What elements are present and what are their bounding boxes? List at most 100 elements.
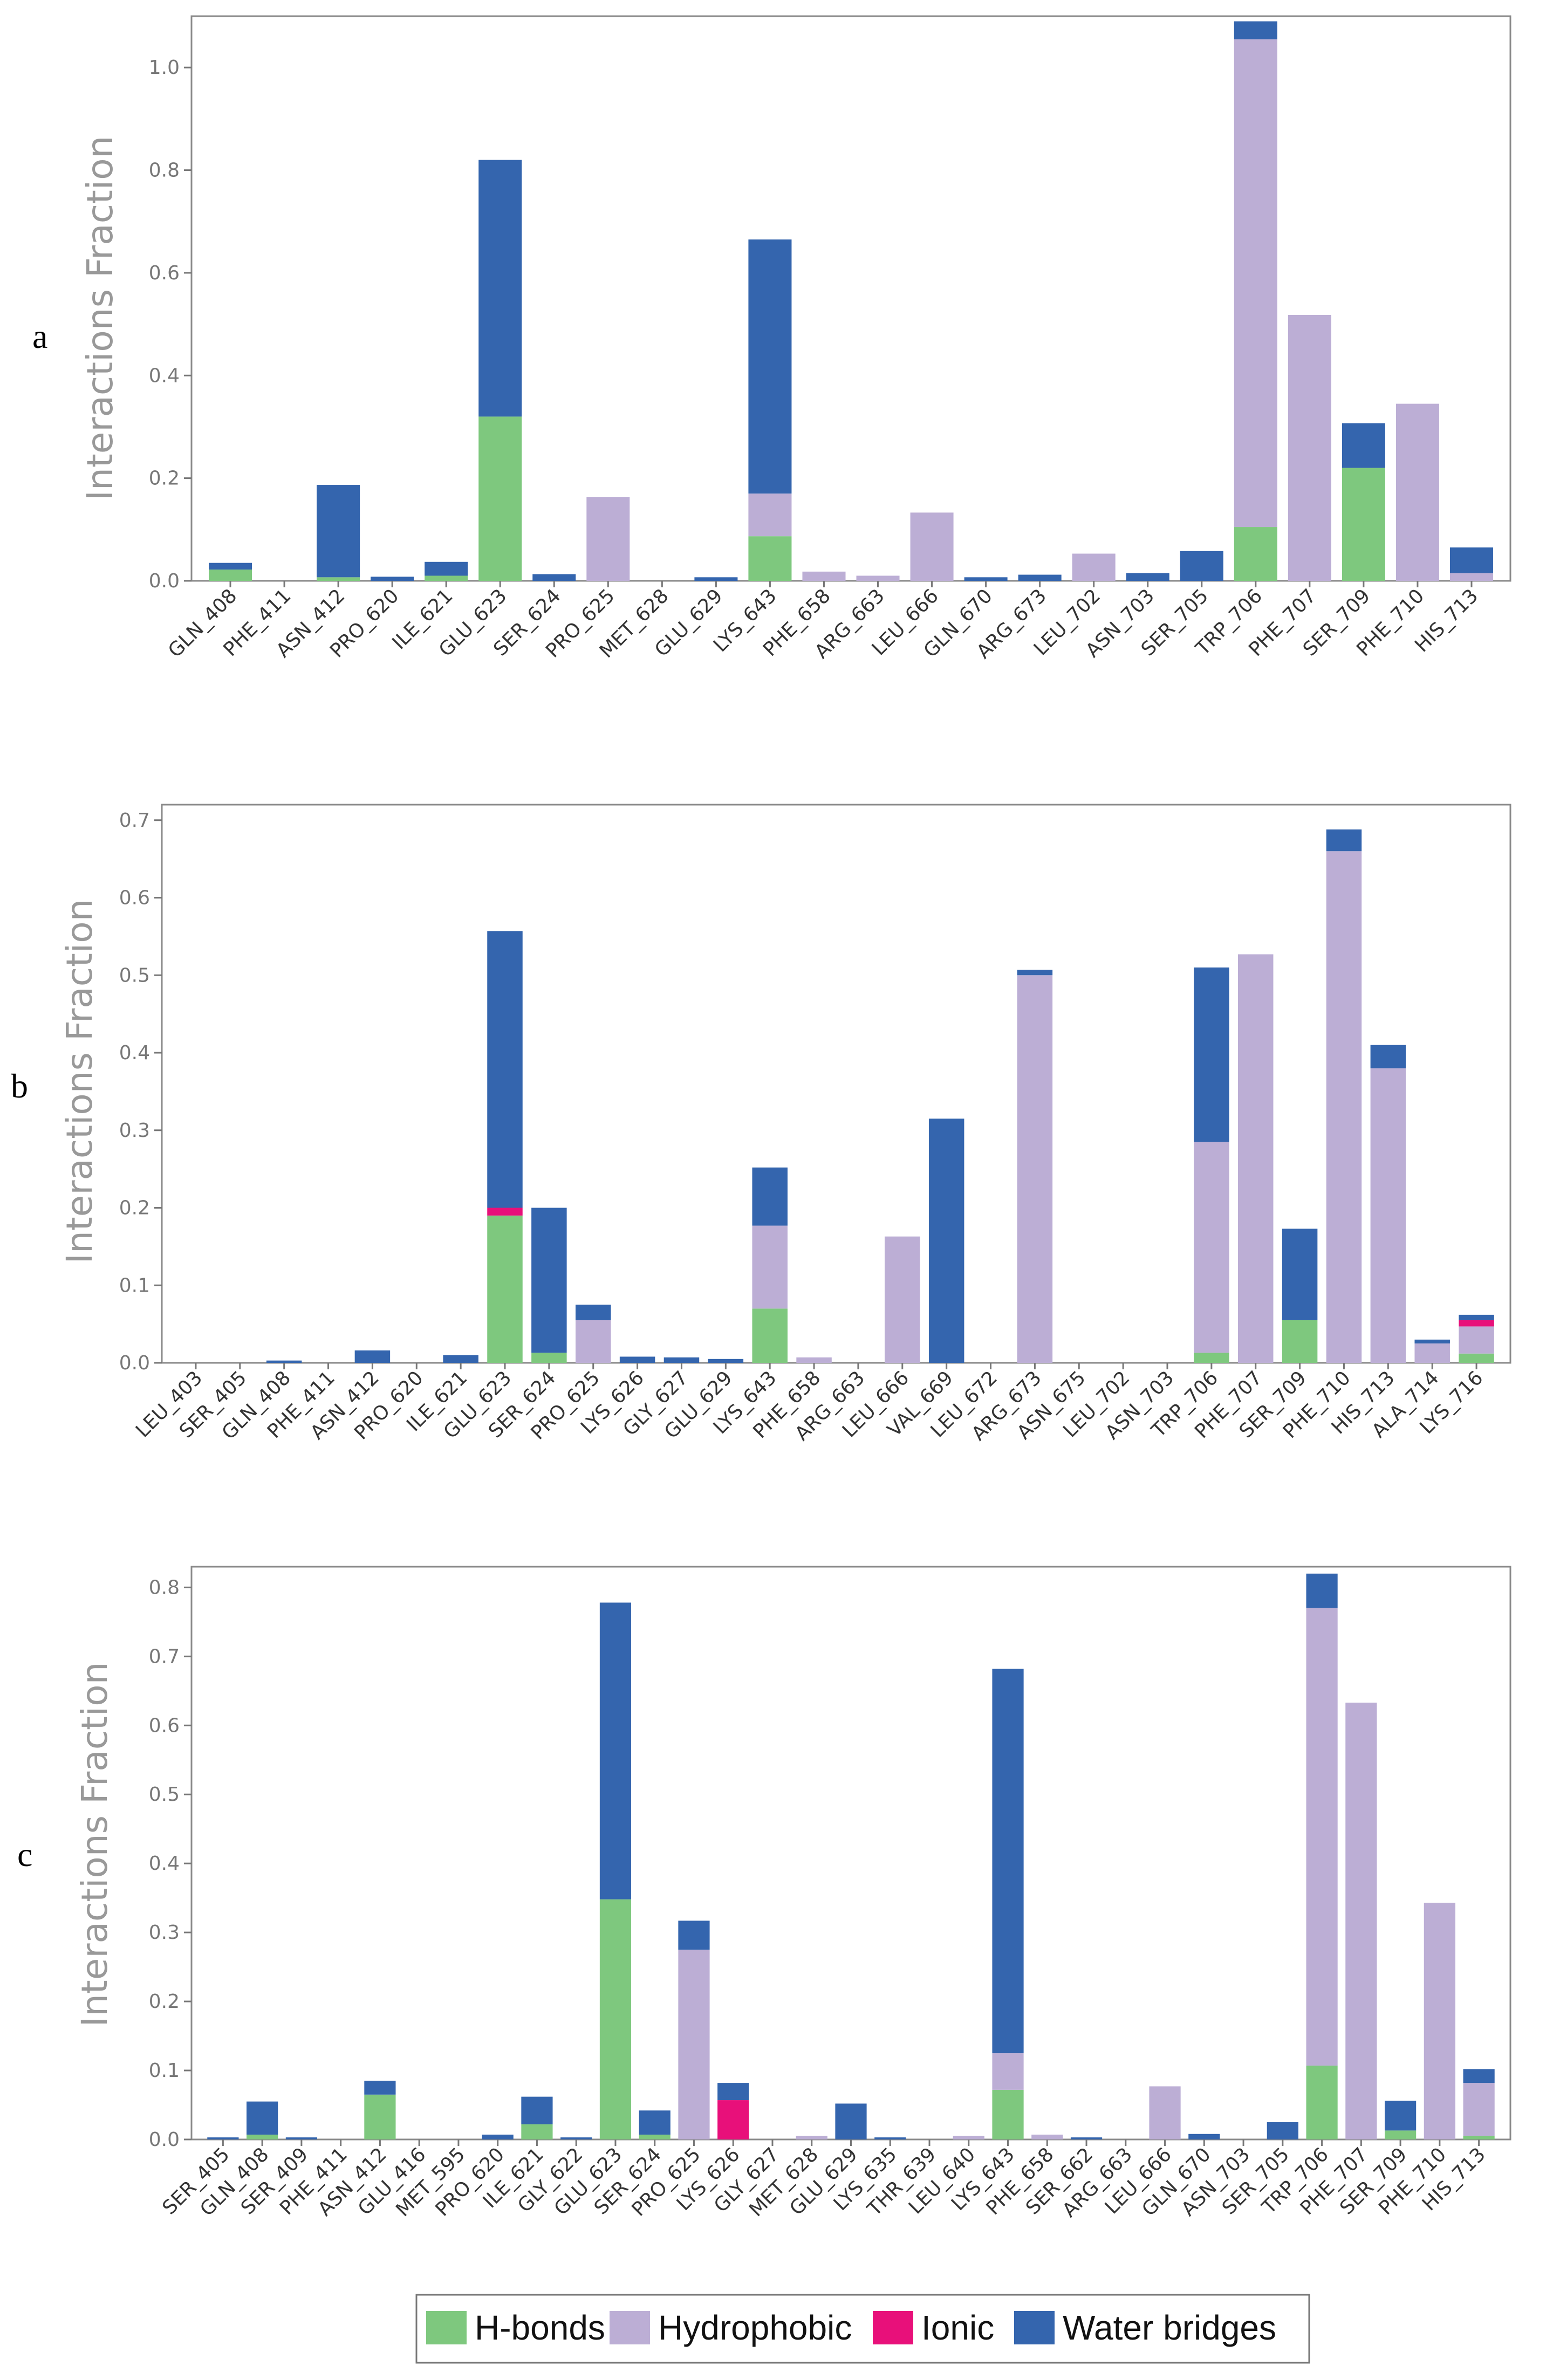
bar-segment-water-glu_629 xyxy=(694,577,738,581)
bar-segment-hbonds-glu_623 xyxy=(487,1215,523,1363)
panel-letter-c: c xyxy=(17,1835,32,1874)
legend-label-hbonds: H-bonds xyxy=(475,2308,605,2347)
bar-segment-water-lys_626 xyxy=(717,2083,749,2101)
bar-segment-water-val_669 xyxy=(928,1119,964,1363)
bar-segment-water-lys_643 xyxy=(992,1669,1024,2054)
bar-segment-hydrophobic-his_713 xyxy=(1449,573,1493,581)
bar-segment-water-asn_412 xyxy=(364,2081,396,2095)
bar-segment-water-ser_705 xyxy=(1180,551,1223,581)
bar-segment-hbonds-trp_706 xyxy=(1234,527,1277,581)
bar-segment-water-trp_706 xyxy=(1306,1573,1338,1608)
bar-segment-hydrophobic-pro_625 xyxy=(575,1320,611,1363)
chart-panel-a: a Interactions Fraction 0.0 0.2 0.4 0.6 0.8 1… xyxy=(32,15,1511,663)
legend-swatch-ionic xyxy=(873,2311,913,2344)
legend: H-bonds Hydrophobic Ionic Water bridges xyxy=(415,2294,1310,2364)
bar-segment-water-gln_670 xyxy=(1188,2134,1220,2139)
bar-segment-hydrophobic-lys_643 xyxy=(748,493,792,537)
bar-segment-water-ser_709 xyxy=(1342,423,1385,468)
y-tick-label: 0.3 xyxy=(149,1922,180,1944)
y-tick-label: 0.1 xyxy=(149,2060,180,2082)
bar-segment-hydrophobic-arg_663 xyxy=(856,575,900,581)
legend-frame xyxy=(415,2294,1310,2364)
bar-segment-hbonds-lys_643 xyxy=(752,1308,788,1363)
bar-segment-hydrophobic-leu_666 xyxy=(910,512,954,581)
bar-segment-hbonds-ser_624 xyxy=(639,2135,671,2139)
bar-segment-hydrophobic-his_713 xyxy=(1463,2083,1495,2136)
bar-segment-water-ser_624 xyxy=(531,1208,567,1353)
bar-segment-water-his_713 xyxy=(1370,1045,1406,1068)
bar-segment-hydrophobic-phe_658 xyxy=(802,571,846,581)
bar-segment-hbonds-ser_624 xyxy=(531,1353,567,1363)
bar-segment-hbonds-asn_412 xyxy=(364,2094,396,2139)
bar-segment-water-glu_629 xyxy=(835,2103,867,2139)
bar-segment-hydrophobic-lys_643 xyxy=(992,2053,1024,2090)
bar-segment-ionic-glu_623 xyxy=(487,1208,523,1216)
bar-segment-water-pro_625 xyxy=(678,1921,710,1950)
bar-segment-water-glu_629 xyxy=(708,1359,744,1363)
y-tick-label: 0.2 xyxy=(119,1197,150,1219)
chart-panel-c: c Interactions Fraction 0.0 0.1 0.2 0.3 0.4 0… xyxy=(17,1566,1511,2222)
y-axis-label-c: Interactions Fraction xyxy=(74,1662,115,2027)
bar-segment-hydrophobic-ala_714 xyxy=(1414,1343,1450,1363)
bar-segment-hydrophobic-phe_707 xyxy=(1288,314,1331,581)
y-tick-label: 0.5 xyxy=(119,964,150,986)
bar-segment-water-ile_621 xyxy=(443,1355,478,1363)
bar-segment-water-glu_623 xyxy=(599,1602,632,1899)
bar-segment-water-ser_624 xyxy=(532,574,576,581)
bar-segment-hbonds-ser_709 xyxy=(1342,468,1385,581)
bar-segment-water-asn_412 xyxy=(317,485,360,578)
bar-segment-hydrophobic-phe_710 xyxy=(1424,1903,1455,2139)
bar-segment-water-gln_670 xyxy=(964,577,1008,581)
bar-segment-water-arg_673 xyxy=(1017,970,1053,976)
bar-segment-hbonds-his_713 xyxy=(1463,2136,1495,2139)
bar-segment-hydrophobic-phe_658 xyxy=(796,1357,832,1363)
bar-segment-hydrophobic-met_628 xyxy=(796,2136,827,2139)
bar-segment-hydrophobic-pro_625 xyxy=(586,497,630,581)
y-tick-label: 0.3 xyxy=(119,1120,150,1142)
panel-letter-a: a xyxy=(32,317,47,355)
bar-segment-hbonds-trp_706 xyxy=(1306,2066,1338,2139)
bar-segment-water-gly_622 xyxy=(560,2137,592,2139)
bar-segment-water-pro_625 xyxy=(575,1305,611,1320)
bar-segment-water-ser_709 xyxy=(1385,2101,1417,2131)
panel-letter-b: b xyxy=(11,1067,28,1105)
bar-segment-hydrophobic-phe_707 xyxy=(1237,954,1274,1363)
y-tick-label: 0.0 xyxy=(149,570,180,592)
bar-segment-water-asn_412 xyxy=(354,1350,391,1363)
bar-segment-water-gln_408 xyxy=(266,1360,302,1363)
bar-segment-hbonds-lys_716 xyxy=(1459,1353,1494,1363)
legend-label-water: Water bridges xyxy=(1063,2308,1276,2347)
bar-segment-hydrophobic-trp_706 xyxy=(1234,39,1277,527)
bar-segment-hydrophobic-leu_640 xyxy=(953,2136,984,2139)
y-tick-label: 0.8 xyxy=(149,1576,180,1599)
legend-swatch-water xyxy=(1014,2311,1055,2344)
y-tick-label: 0.4 xyxy=(149,1853,180,1875)
y-tick-label: 0.8 xyxy=(149,160,180,182)
bar-segment-water-ser_662 xyxy=(1070,2137,1103,2139)
bar-segment-water-gln_408 xyxy=(247,2101,278,2135)
bar-segment-water-ile_621 xyxy=(425,561,468,576)
y-tick-label: 0.5 xyxy=(149,1784,180,1806)
y-tick-label: 0.0 xyxy=(149,2129,180,2151)
bar-segment-water-lys_643 xyxy=(748,239,792,494)
bar-segment-hydrophobic-leu_666 xyxy=(1149,2086,1181,2139)
bar-segment-hbonds-glu_623 xyxy=(599,1899,632,2139)
bar-segment-water-ser_705 xyxy=(1267,2122,1298,2139)
bar-segment-water-lys_626 xyxy=(619,1356,655,1363)
y-tick-label: 0.2 xyxy=(149,1991,180,2013)
bar-segment-hbonds-ile_621 xyxy=(425,575,468,581)
y-tick-label: 0.7 xyxy=(119,810,150,832)
plot-area xyxy=(190,1566,1511,2141)
y-tick-label: 0.6 xyxy=(149,1714,180,1737)
bar-segment-water-asn_703 xyxy=(1126,573,1169,581)
bar-segment-hydrophobic-leu_666 xyxy=(885,1236,920,1363)
bar-segment-hydrophobic-lys_716 xyxy=(1459,1326,1494,1354)
bar-segment-hydrophobic-lys_643 xyxy=(752,1225,788,1309)
bar-segment-water-trp_706 xyxy=(1194,967,1229,1142)
bar-segment-hydrophobic-trp_706 xyxy=(1194,1142,1229,1353)
bar-segment-water-glu_623 xyxy=(478,160,522,417)
bar-segment-water-ala_714 xyxy=(1414,1339,1450,1344)
bar-segment-hydrophobic-leu_702 xyxy=(1072,553,1116,581)
bar-segment-hydrophobic-arg_673 xyxy=(1017,975,1053,1363)
